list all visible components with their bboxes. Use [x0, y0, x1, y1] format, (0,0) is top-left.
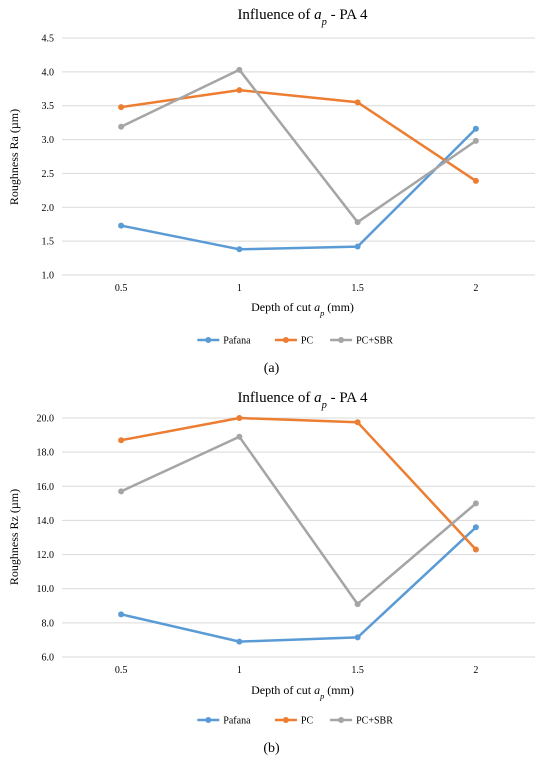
data-point — [236, 433, 243, 440]
x-tick-label: 0.5 — [115, 665, 128, 676]
x-axis-ticks: 0.5 1 1.5 2 — [115, 283, 479, 294]
data-point — [118, 488, 125, 495]
series-line — [120, 416, 477, 551]
x-tick-label: 1 — [237, 665, 242, 676]
y-axis-ticks: 1.0 1.5 2.0 2.5 3.0 3.5 4.0 4.5 — [42, 34, 55, 282]
data-point — [354, 419, 361, 426]
x-tick-label: 2 — [473, 283, 478, 294]
data-point — [236, 415, 243, 421]
x-tick-label: 0.5 — [115, 283, 128, 294]
y-tick-label: 14.0 — [37, 516, 55, 527]
legend-label: Pafana — [223, 336, 251, 347]
legend-item: PC — [274, 716, 314, 727]
series-pc — [118, 415, 479, 553]
series-line — [120, 68, 477, 224]
chart-title: Influence of ap - PA 4 — [237, 7, 368, 28]
y-tick-label: 3.5 — [42, 101, 55, 112]
x-tick-label: 1 — [237, 283, 242, 294]
legend: Pafana PC PC+SBR — [197, 716, 393, 727]
data-point — [472, 524, 479, 531]
y-tick-label: 8.0 — [42, 618, 55, 629]
y-tick-label: 4.0 — [42, 67, 55, 78]
y-tick-label: 20.0 — [37, 414, 55, 425]
series-line — [120, 88, 477, 182]
y-tick-label: 2.0 — [42, 203, 55, 214]
data-point — [118, 123, 125, 130]
x-tick-label: 2 — [473, 665, 478, 676]
legend-item: Pafana — [197, 336, 251, 347]
legend-marker — [338, 337, 345, 343]
data-point — [118, 104, 125, 111]
data-point — [236, 246, 243, 253]
data-point — [472, 125, 479, 132]
x-axis-label: Depth of cut ap (mm) — [251, 300, 354, 318]
data-point — [236, 66, 243, 73]
series-pafana — [118, 524, 479, 645]
panel-caption: (b) — [263, 741, 280, 756]
data-point — [118, 437, 125, 444]
data-point — [472, 177, 479, 184]
chart-b: Influence of ap - PA 4 6.0 8.0 10.0 12.0 14.0… — [7, 390, 535, 756]
y-tick-label: 2.5 — [42, 169, 55, 180]
x-tick-label: 1.5 — [351, 283, 364, 294]
legend-label: PC+SBR — [356, 336, 393, 347]
y-tick-label: 1.0 — [42, 271, 55, 282]
legend-marker — [282, 337, 289, 343]
x-axis-label: Depth of cut ap (mm) — [251, 683, 354, 701]
y-tick-label: 1.5 — [42, 237, 55, 248]
x-axis-ticks: 0.5 1 1.5 2 — [115, 665, 479, 676]
legend: Pafana PC PC+SBR — [197, 336, 393, 347]
data-point — [472, 500, 479, 507]
y-tick-label: 18.0 — [37, 448, 55, 459]
chart-title: Influence of ap - PA 4 — [237, 390, 368, 411]
data-point — [118, 222, 125, 229]
legend-marker — [205, 337, 212, 343]
data-point — [354, 601, 361, 608]
data-point — [354, 219, 361, 226]
y-tick-label: 6.0 — [42, 653, 55, 664]
panel-caption: (a) — [264, 361, 280, 376]
series-pafana — [118, 125, 479, 253]
legend-item: Pafana — [197, 716, 251, 727]
y-tick-label: 10.0 — [37, 584, 55, 595]
y-axis-label: Roughness Ra (µm) — [7, 109, 21, 205]
legend-marker — [205, 717, 212, 723]
gridlines — [62, 37, 535, 276]
data-point — [236, 638, 243, 645]
y-axis-ticks: 6.0 8.0 10.0 12.0 14.0 16.0 18.0 20.0 — [37, 414, 55, 664]
data-point — [354, 243, 361, 250]
data-point — [354, 634, 361, 641]
legend-label: Pafana — [223, 716, 251, 727]
legend-item: PC — [274, 336, 314, 347]
legend-marker — [338, 717, 345, 723]
data-point — [236, 87, 243, 94]
series-line — [120, 127, 477, 251]
data-point — [118, 611, 125, 618]
y-axis-label: Roughness Rz (µm) — [7, 489, 21, 585]
legend-label: PC — [301, 336, 314, 347]
series-pc-sbr — [118, 66, 479, 226]
series-line — [120, 435, 477, 606]
y-tick-label: 3.0 — [42, 135, 55, 146]
y-tick-label: 4.5 — [42, 34, 55, 45]
chart-a: Influence of ap - PA 4 1.0 1.5 2.0 2.5 3.0 3.5… — [7, 7, 535, 376]
y-tick-label: 16.0 — [37, 482, 55, 493]
legend-item: PC+SBR — [330, 716, 393, 727]
legend-label: PC+SBR — [356, 716, 393, 727]
data-point — [354, 99, 361, 106]
y-tick-label: 12.0 — [37, 550, 55, 561]
series-pc-sbr — [118, 433, 479, 608]
data-point — [472, 546, 479, 553]
legend-marker — [282, 717, 289, 723]
legend-label: PC — [301, 716, 314, 727]
x-tick-label: 1.5 — [351, 665, 364, 676]
series-line — [120, 526, 477, 643]
legend-item: PC+SBR — [330, 336, 393, 347]
data-point — [472, 137, 479, 144]
